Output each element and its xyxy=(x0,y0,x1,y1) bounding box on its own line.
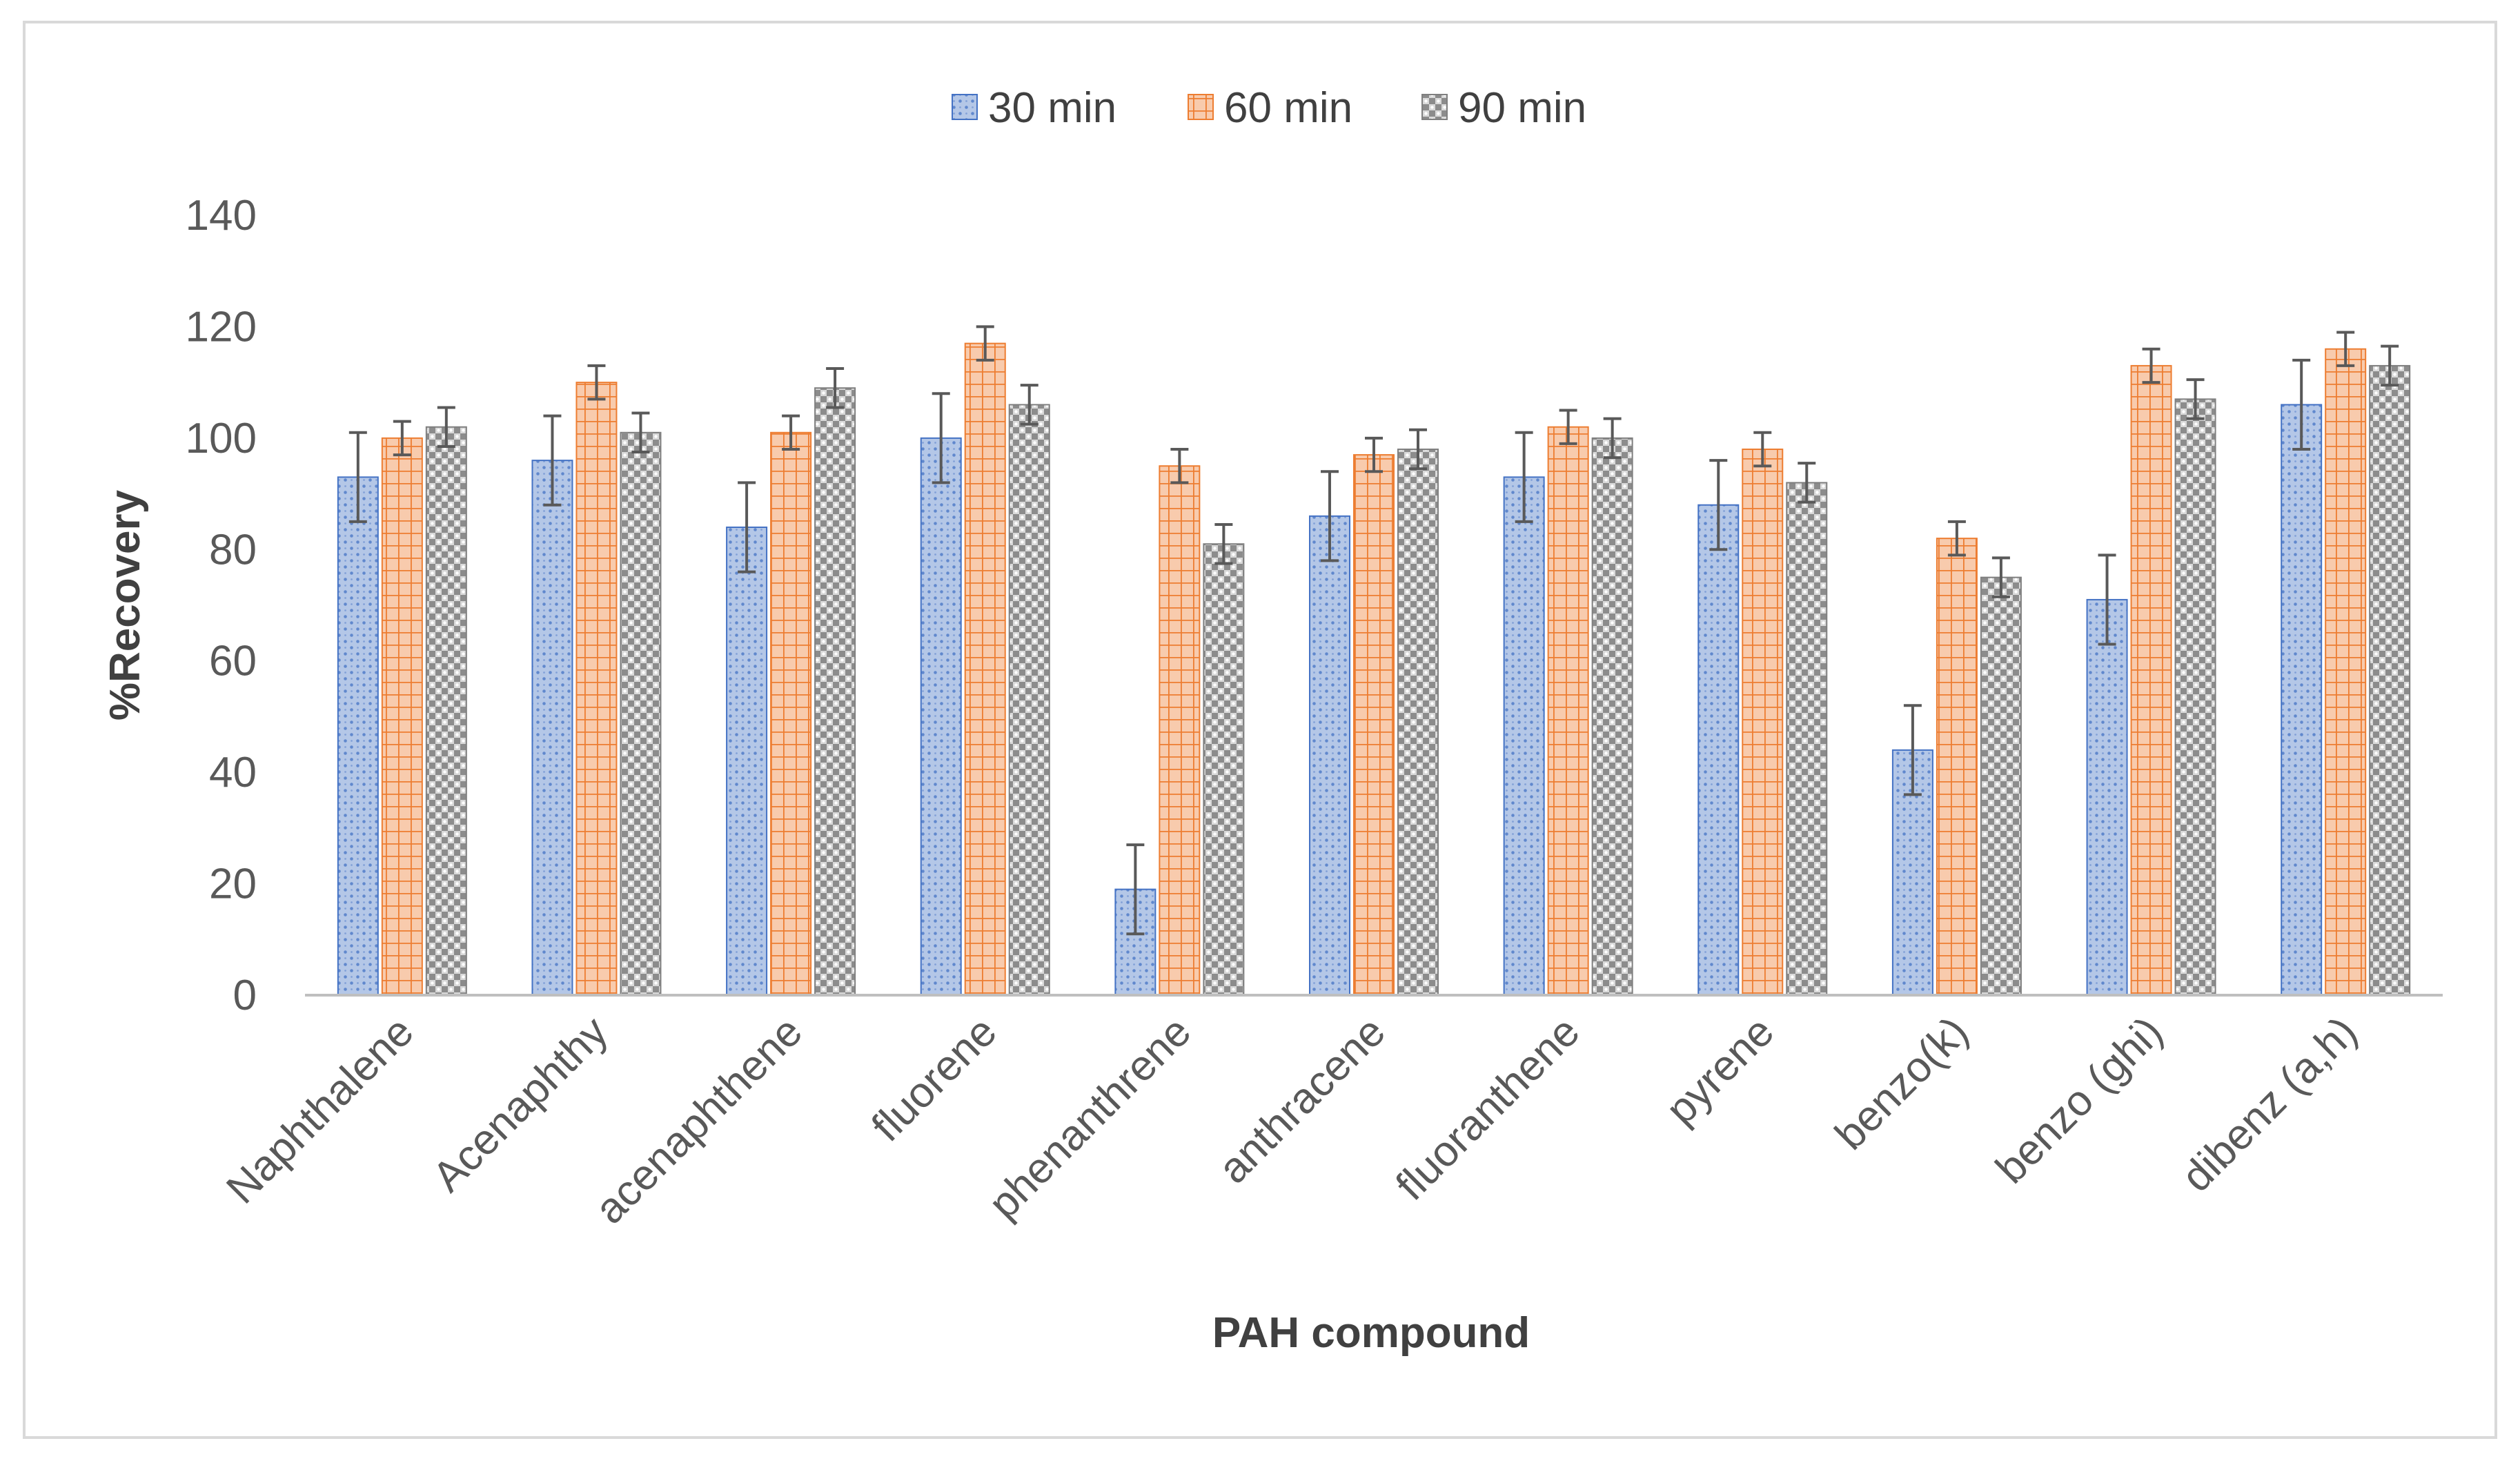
error-bar-90-min-anthracene xyxy=(1409,428,1427,471)
legend-label-30-min: 30 min xyxy=(988,84,1116,132)
x-tick-label: acenaphthene xyxy=(586,1008,811,1233)
bar-90-min-pyrene xyxy=(1786,482,1828,996)
bar-30-min-acenaphthy xyxy=(531,460,573,996)
bar-60-min-acenaphthene xyxy=(770,431,812,996)
error-bar-30-min-pyrene xyxy=(1709,459,1728,551)
bar-60-min-acenaphthy xyxy=(575,382,618,996)
bar-60-min-benzo-ghi xyxy=(2130,364,2172,996)
x-tick-label: benzo (ghi) xyxy=(1987,1008,2172,1193)
bar-30-min-benzo-ghi xyxy=(2086,598,2128,996)
bar-30-min-anthracene xyxy=(1309,515,1350,996)
x-tick-label: fluorene xyxy=(863,1008,1005,1150)
bar-90-min-benzo-k xyxy=(1980,576,2022,996)
bar-90-min-fluorene xyxy=(1008,404,1050,996)
y-tick-label: 120 xyxy=(186,303,257,351)
bar-60-min-anthracene xyxy=(1353,454,1395,996)
legend-swatch-90-min xyxy=(1421,94,1448,120)
error-bar-90-min-naphthalene xyxy=(437,406,455,448)
bar-60-min-dibenz-a-h xyxy=(2325,348,2367,996)
error-bar-30-min-acenaphthene xyxy=(738,481,756,573)
bar-90-min-fluoranthene xyxy=(1591,437,1633,996)
error-bar-90-min-benzo-ghi xyxy=(2186,378,2205,420)
error-bar-60-min-anthracene xyxy=(1365,436,1383,473)
error-bar-90-min-acenaphthene xyxy=(826,366,845,409)
bar-30-min-fluorene xyxy=(920,437,962,996)
error-bar-60-min-naphthalene xyxy=(393,420,411,457)
x-tick-label: dibenz (a,h) xyxy=(2173,1008,2366,1201)
legend-swatch-30-min xyxy=(952,94,978,120)
chart-frame: 30 min 60 min 90 min 0 20 40 60 80 100 120 140 Na… xyxy=(23,21,2497,1439)
error-bar-60-min-benzo-ghi xyxy=(2142,347,2160,384)
x-axis-title: PAH compound xyxy=(1212,1309,1530,1357)
x-tick-label: phenanthrene xyxy=(980,1008,1200,1228)
bar-30-min-acenaphthene xyxy=(726,527,768,996)
bar-30-min-fluoranthene xyxy=(1503,476,1545,996)
y-tick-label: 0 xyxy=(233,972,257,1019)
x-tick-label: Acenaphthy xyxy=(424,1008,617,1201)
error-bars xyxy=(348,325,2399,936)
bar-60-min-pyrene xyxy=(1742,449,1784,996)
bar-90-min-anthracene xyxy=(1397,449,1439,996)
y-axis: 0 20 40 60 80 100 120 140 xyxy=(186,192,257,1019)
chart-svg: 30 min 60 min 90 min 0 20 40 60 80 100 120 140 Na… xyxy=(101,84,2443,1357)
bar-60-min-benzo-k xyxy=(1936,538,1978,996)
error-bar-90-min-phenanthrene xyxy=(1214,522,1233,565)
bars xyxy=(337,342,2411,997)
error-bar-60-min-fluoranthene xyxy=(1559,409,1577,445)
x-tick-label: anthracene xyxy=(1210,1008,1395,1193)
error-bar-60-min-benzo-k xyxy=(1947,520,1966,557)
bar-30-min-pyrene xyxy=(1697,504,1740,996)
y-axis-title: %Recovery xyxy=(101,489,149,720)
bar-60-min-fluoranthene xyxy=(1547,426,1589,996)
error-bar-90-min-acenaphthy xyxy=(631,411,650,454)
bar-90-min-dibenz-a-h xyxy=(2369,364,2411,996)
x-tick-label: benzo(k) xyxy=(1826,1008,1977,1159)
error-bar-30-min-benzo-k xyxy=(1903,704,1922,796)
y-tick-label: 100 xyxy=(186,415,257,462)
legend-swatch-60-min xyxy=(1188,94,1214,120)
error-bar-60-min-dibenz-a-h xyxy=(2336,331,2355,367)
bar-90-min-benzo-ghi xyxy=(2174,398,2216,996)
bar-60-min-naphthalene xyxy=(381,437,423,996)
error-bar-30-min-fluorene xyxy=(932,392,950,484)
bar-90-min-acenaphthene xyxy=(814,387,856,996)
bar-30-min-naphthalene xyxy=(337,476,379,996)
error-bar-60-min-acenaphthy xyxy=(587,364,606,401)
legend-label-60-min: 60 min xyxy=(1224,84,1352,132)
x-tick-label: Naphthalene xyxy=(217,1008,422,1213)
y-tick-label: 60 xyxy=(209,638,257,685)
bar-90-min-acenaphthy xyxy=(620,431,662,996)
y-tick-label: 20 xyxy=(209,861,257,908)
error-bar-60-min-acenaphthene xyxy=(782,414,800,451)
error-bar-30-min-fluoranthene xyxy=(1515,431,1533,523)
error-bar-90-min-fluoranthene xyxy=(1603,417,1622,460)
error-bar-30-min-dibenz-a-h xyxy=(2292,358,2311,451)
bar-30-min-dibenz-a-h xyxy=(2281,404,2323,996)
error-bar-60-min-fluorene xyxy=(976,325,994,362)
error-bar-30-min-benzo-ghi xyxy=(2098,553,2116,646)
x-tick-label: fluoranthene xyxy=(1387,1008,1589,1210)
legend-label-90-min: 90 min xyxy=(1458,84,1586,132)
x-tick-label: pyrene xyxy=(1657,1008,1783,1134)
error-bar-90-min-pyrene xyxy=(1798,462,1816,504)
bar-60-min-fluorene xyxy=(964,342,1006,996)
y-tick-label: 40 xyxy=(209,749,257,796)
error-bar-60-min-phenanthrene xyxy=(1170,448,1189,484)
y-tick-label: 80 xyxy=(209,526,257,573)
error-bar-30-min-acenaphthy xyxy=(543,414,562,507)
error-bar-90-min-fluorene xyxy=(1020,384,1038,426)
error-bar-30-min-naphthalene xyxy=(348,431,367,523)
legend: 30 min 60 min 90 min xyxy=(952,84,1586,132)
error-bar-90-min-dibenz-a-h xyxy=(2381,344,2399,387)
error-bar-30-min-phenanthrene xyxy=(1126,843,1145,936)
error-bar-60-min-pyrene xyxy=(1753,431,1772,468)
error-bar-90-min-benzo-k xyxy=(1991,556,2010,598)
bar-90-min-phenanthrene xyxy=(1203,543,1245,996)
bar-90-min-naphthalene xyxy=(425,426,467,996)
bar-60-min-phenanthrene xyxy=(1159,465,1201,996)
y-tick-label: 140 xyxy=(186,192,257,239)
error-bar-30-min-anthracene xyxy=(1321,470,1339,562)
